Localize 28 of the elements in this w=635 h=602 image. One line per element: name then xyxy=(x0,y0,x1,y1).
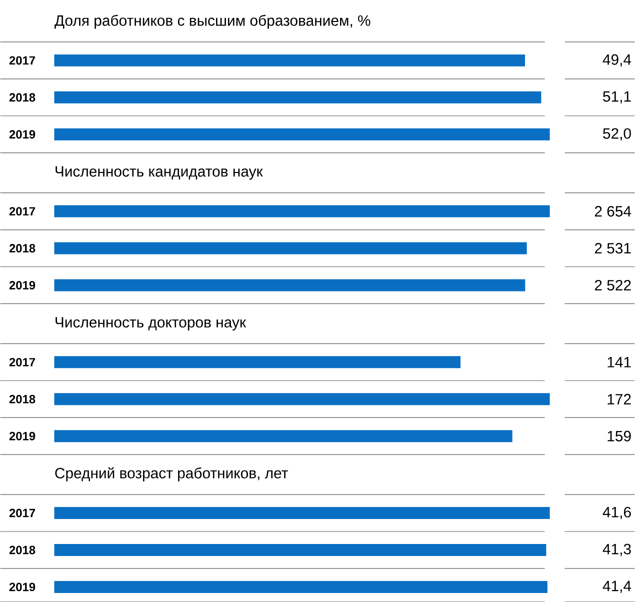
y-tick-label: 2019 xyxy=(9,582,36,591)
y-tick-label: 2017 xyxy=(9,508,36,518)
y-tick-label: 2018 xyxy=(9,394,36,404)
data-label: 49,4 xyxy=(602,54,632,66)
y-tick-label: 2018 xyxy=(9,244,36,252)
y-tick-label: 2017 xyxy=(9,358,36,366)
data-label: 51,1 xyxy=(603,91,631,104)
y-tick-label: 2017 xyxy=(9,206,36,216)
data-label: 2 531 xyxy=(594,242,631,254)
data-label: 2 654 xyxy=(594,206,632,216)
data-label: 41,3 xyxy=(602,544,631,556)
data-label: 141 xyxy=(608,356,631,368)
y-tick-label: 2018 xyxy=(9,546,36,554)
chart-title: Численность докторов наук xyxy=(56,316,246,330)
y-tick-label: 2018 xyxy=(9,92,36,102)
y-tick-label: 2019 xyxy=(9,280,36,290)
data-label: 2 522 xyxy=(594,280,631,290)
y-tick-label: 2017 xyxy=(9,56,36,64)
data-label: 159 xyxy=(608,430,631,442)
data-label: 52,0 xyxy=(603,128,631,140)
data-label: 41,6 xyxy=(602,506,631,519)
y-tick-label: 2019 xyxy=(9,130,36,138)
data-label: 41,4 xyxy=(602,580,632,593)
chart-title: Средний возраст работников, лет xyxy=(55,466,288,482)
data-label: 172 xyxy=(608,394,631,404)
y-tick-label: 2019 xyxy=(9,432,36,440)
chart-title: Численность кандидатов наук xyxy=(56,166,263,180)
chart-title: Доля работников с высшим образованием, % xyxy=(54,14,370,29)
